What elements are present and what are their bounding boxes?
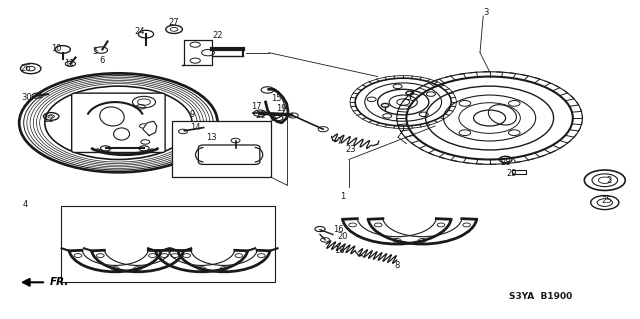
Text: 14: 14	[190, 123, 200, 132]
FancyArrowPatch shape	[23, 279, 44, 286]
Text: 30: 30	[22, 93, 32, 102]
Text: 4: 4	[23, 200, 28, 209]
Polygon shape	[182, 40, 212, 65]
Text: 27: 27	[169, 18, 179, 27]
Text: 28: 28	[500, 158, 511, 167]
Text: 29: 29	[507, 169, 517, 178]
Text: 22: 22	[212, 31, 223, 40]
Text: 2: 2	[607, 176, 612, 185]
Text: 16: 16	[333, 225, 343, 234]
Text: 8: 8	[394, 261, 399, 270]
Circle shape	[45, 86, 192, 160]
Text: 9: 9	[189, 110, 195, 119]
Text: 13: 13	[206, 133, 216, 142]
FancyBboxPatch shape	[61, 206, 275, 282]
Text: 7: 7	[337, 137, 342, 146]
Text: 18: 18	[334, 246, 344, 255]
Text: 21: 21	[256, 111, 266, 120]
Text: 26: 26	[20, 64, 31, 73]
Text: 24: 24	[134, 27, 145, 36]
Polygon shape	[143, 121, 157, 136]
Text: 11: 11	[64, 59, 74, 68]
FancyBboxPatch shape	[72, 93, 165, 152]
Text: 6: 6	[100, 56, 105, 65]
Text: S3YA  B1900: S3YA B1900	[509, 292, 572, 301]
Text: 19: 19	[276, 104, 287, 113]
FancyBboxPatch shape	[172, 121, 271, 177]
Text: 15: 15	[271, 94, 282, 103]
Text: 20: 20	[338, 232, 348, 241]
FancyBboxPatch shape	[198, 145, 260, 165]
Text: FR.: FR.	[50, 277, 69, 287]
Text: 25: 25	[602, 197, 612, 205]
FancyBboxPatch shape	[512, 170, 526, 174]
Text: 12: 12	[43, 115, 53, 124]
Text: 3: 3	[484, 8, 489, 17]
Text: 5: 5	[92, 47, 97, 56]
Text: 17: 17	[251, 102, 261, 111]
Text: 1: 1	[340, 192, 345, 201]
Text: 10: 10	[51, 44, 61, 53]
Text: 23: 23	[346, 145, 356, 154]
